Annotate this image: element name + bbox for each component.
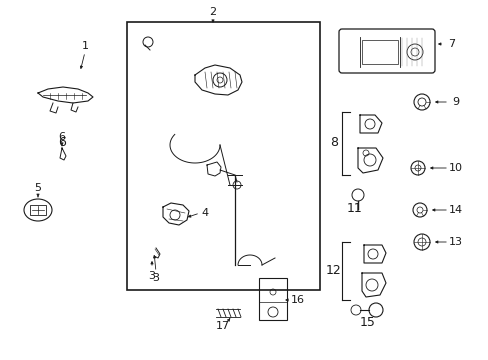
Text: 8: 8	[329, 136, 337, 149]
Text: 12: 12	[325, 265, 341, 278]
Text: 3: 3	[152, 273, 159, 283]
Text: 4: 4	[201, 208, 208, 218]
Text: 13: 13	[448, 237, 462, 247]
Bar	[361, 40, 397, 64]
Text: 5: 5	[35, 183, 41, 193]
Text: 10: 10	[448, 163, 462, 173]
Text: 2: 2	[209, 7, 216, 17]
Text: 14: 14	[448, 205, 462, 215]
Text: 11: 11	[346, 202, 362, 215]
Text: 6: 6	[58, 136, 66, 149]
Text: 7: 7	[447, 39, 455, 49]
Text: 17: 17	[216, 321, 229, 331]
Bar	[127, 22, 319, 290]
Text: 1: 1	[81, 41, 88, 51]
Text: 6: 6	[59, 132, 65, 142]
Text: 16: 16	[290, 295, 305, 305]
Bar	[30, 205, 46, 215]
Text: 3: 3	[148, 271, 155, 281]
Text: 15: 15	[359, 315, 375, 328]
Text: 9: 9	[451, 97, 459, 107]
Bar	[259, 278, 286, 320]
